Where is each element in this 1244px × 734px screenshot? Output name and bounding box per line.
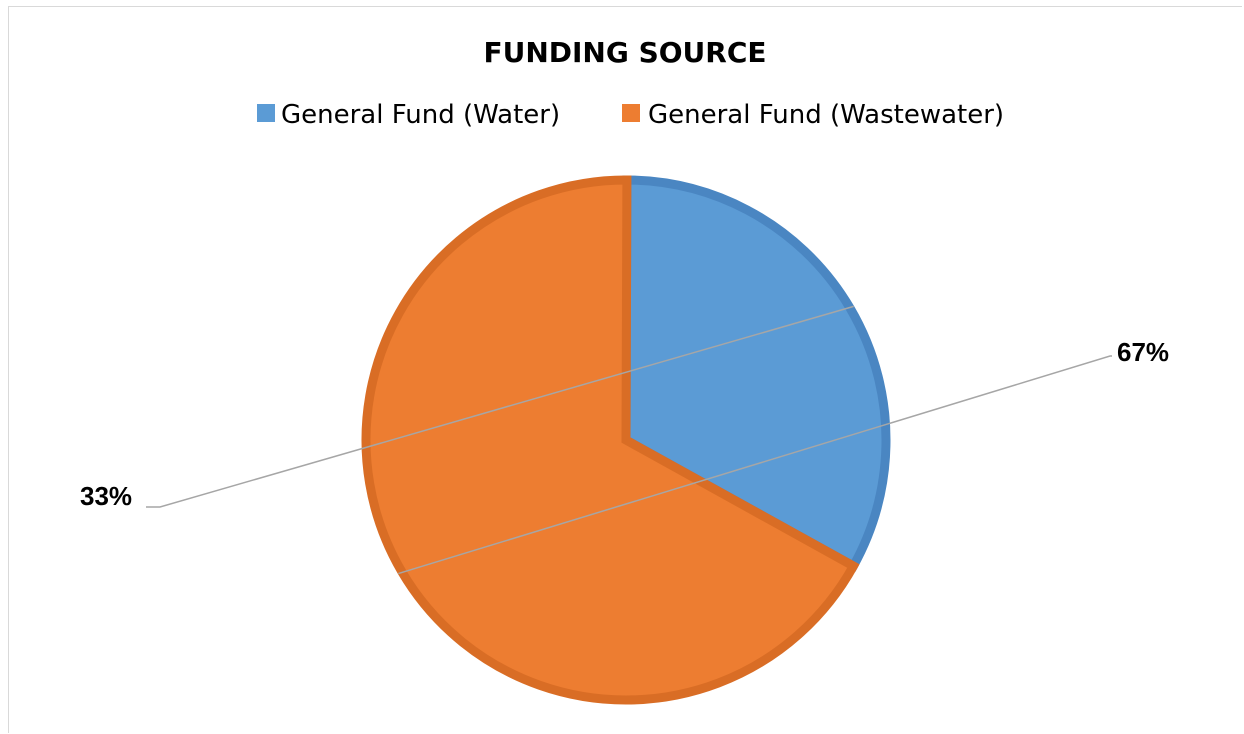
data-labels: 33% 67% bbox=[80, 337, 1169, 511]
leader-line-wastewater bbox=[398, 355, 1112, 575]
legend-label-wastewater: General Fund (Wastewater) bbox=[648, 100, 1004, 130]
pie-slice-wastewater bbox=[361, 175, 860, 705]
legend-swatch-water bbox=[257, 104, 275, 122]
legend-label-water: General Fund (Water) bbox=[281, 100, 560, 130]
legend-swatch-wastewater bbox=[622, 104, 640, 122]
leader-lines bbox=[146, 305, 1112, 575]
data-label-water: 33% bbox=[80, 481, 132, 511]
leader-line-water bbox=[146, 305, 854, 508]
chart-frame bbox=[8, 6, 1242, 733]
data-label-wastewater: 67% bbox=[1117, 337, 1169, 367]
pie-slice-water bbox=[621, 175, 891, 573]
legend: General Fund (Water) General Fund (Waste… bbox=[257, 100, 1004, 130]
pie-slices bbox=[361, 175, 891, 705]
chart-title: FUNDING SOURCE bbox=[483, 36, 766, 69]
